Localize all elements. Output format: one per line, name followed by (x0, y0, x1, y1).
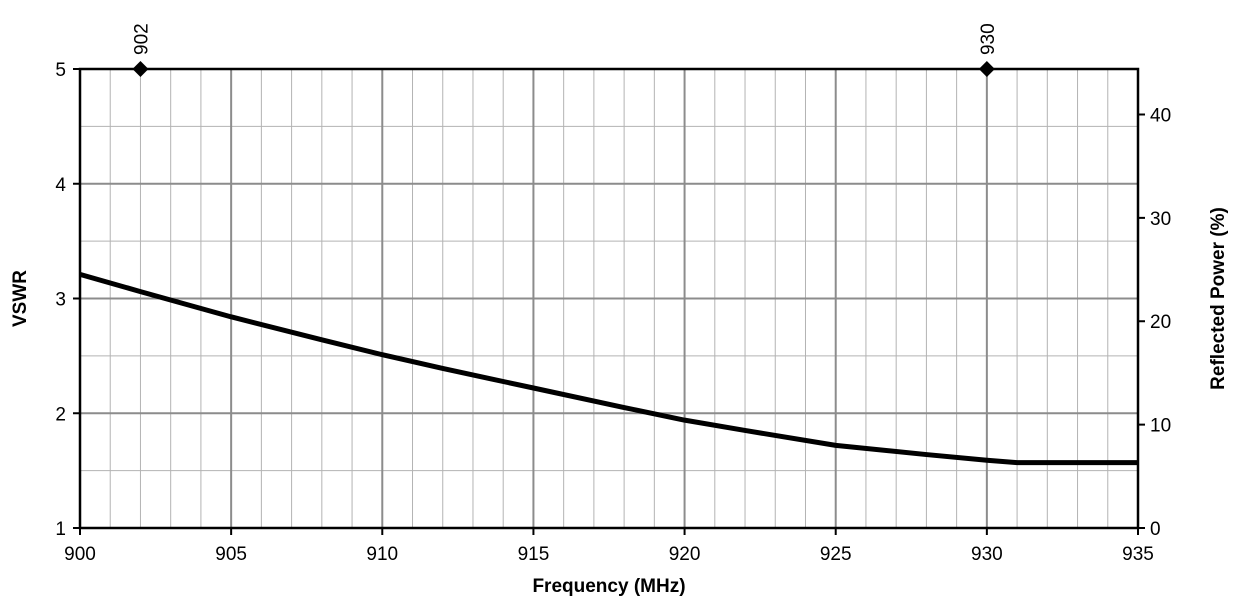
band-marker-label: 930 (978, 23, 999, 55)
y2-tick-label: 10 (1150, 416, 1171, 437)
y-tick-label: 1 (55, 519, 66, 540)
x-tick-label: 905 (215, 544, 247, 565)
y-tick-label: 4 (55, 175, 66, 196)
series-layer (79, 271, 1138, 466)
y2-tick-label: 30 (1150, 209, 1171, 230)
x-axis-title: Frequency (MHz) (532, 576, 685, 597)
band-marker-label: 902 (131, 23, 152, 55)
band-marker-diamond (132, 61, 149, 77)
markers-layer: 902 930 (131, 23, 999, 77)
y2-axis-title: Reflected Power (%) (1208, 207, 1229, 390)
x-tick-label: 920 (669, 544, 701, 565)
y2-tick-labels: 0 10 20 30 40 (1150, 105, 1171, 540)
x-tick-labels: 900 905 910 915 920 925 930 935 (64, 544, 1154, 565)
y-tick-label: 2 (55, 404, 66, 425)
y-tick-labels: 1 2 3 4 5 (55, 60, 66, 540)
vswr-series-line (79, 271, 1138, 466)
y-tick-label: 5 (55, 60, 66, 81)
y2-tick-label: 40 (1150, 105, 1171, 126)
x-tick-label: 910 (366, 544, 398, 565)
axis-ticks (73, 68, 1145, 535)
y-tick-label: 3 (55, 290, 66, 311)
x-tick-label: 930 (971, 544, 1003, 565)
y2-tick-label: 20 (1150, 312, 1171, 333)
x-tick-label: 915 (518, 544, 550, 565)
x-tick-label: 935 (1122, 544, 1154, 565)
y-axis-title: VSWR (10, 270, 31, 327)
x-tick-label: 900 (64, 544, 96, 565)
y2-tick-label: 0 (1150, 519, 1161, 540)
x-tick-label: 925 (820, 544, 852, 565)
major-gridlines (80, 69, 1138, 528)
band-marker-diamond (978, 61, 995, 77)
